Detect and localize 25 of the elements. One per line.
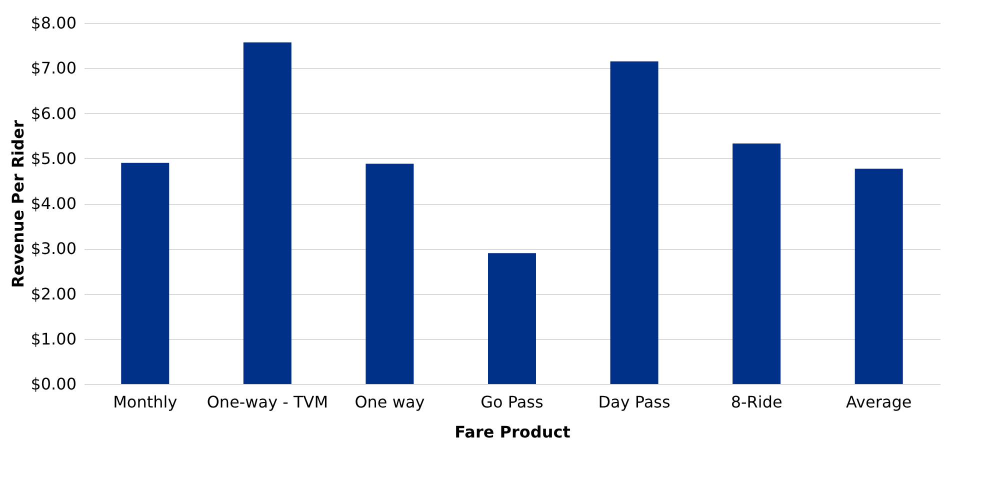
y-tick-label: $6.00 [30,104,76,123]
bar [243,42,292,384]
x-tick-label: Monthly [113,392,178,412]
x-tick-label: Day Pass [598,392,670,412]
bar [854,168,903,384]
y-tick-label: $8.00 [30,14,76,32]
x-tick-label: Average [846,392,912,412]
y-tick-label: $4.00 [30,194,76,213]
x-axis-title: Fare Product [454,422,571,442]
x-tick-label: One-way - TVM [206,392,328,412]
x-tick-label: One way [354,392,425,412]
y-tick-label: $0.00 [30,374,76,394]
y-tick-label: $2.00 [30,284,76,304]
y-tick-label: $5.00 [30,148,76,168]
bar [488,253,536,384]
bar [121,162,170,384]
y-tick-label: $1.00 [30,329,76,348]
bar [366,164,414,384]
x-tick-label: Go Pass [480,392,544,412]
y-tick-label: $7.00 [30,58,76,78]
y-tick-label: $3.00 [30,239,76,258]
y-axis-title: Revenue Per Rider [8,120,28,288]
bar [610,61,658,384]
x-tick-label: 8-Ride [730,392,782,412]
bar [732,143,781,384]
